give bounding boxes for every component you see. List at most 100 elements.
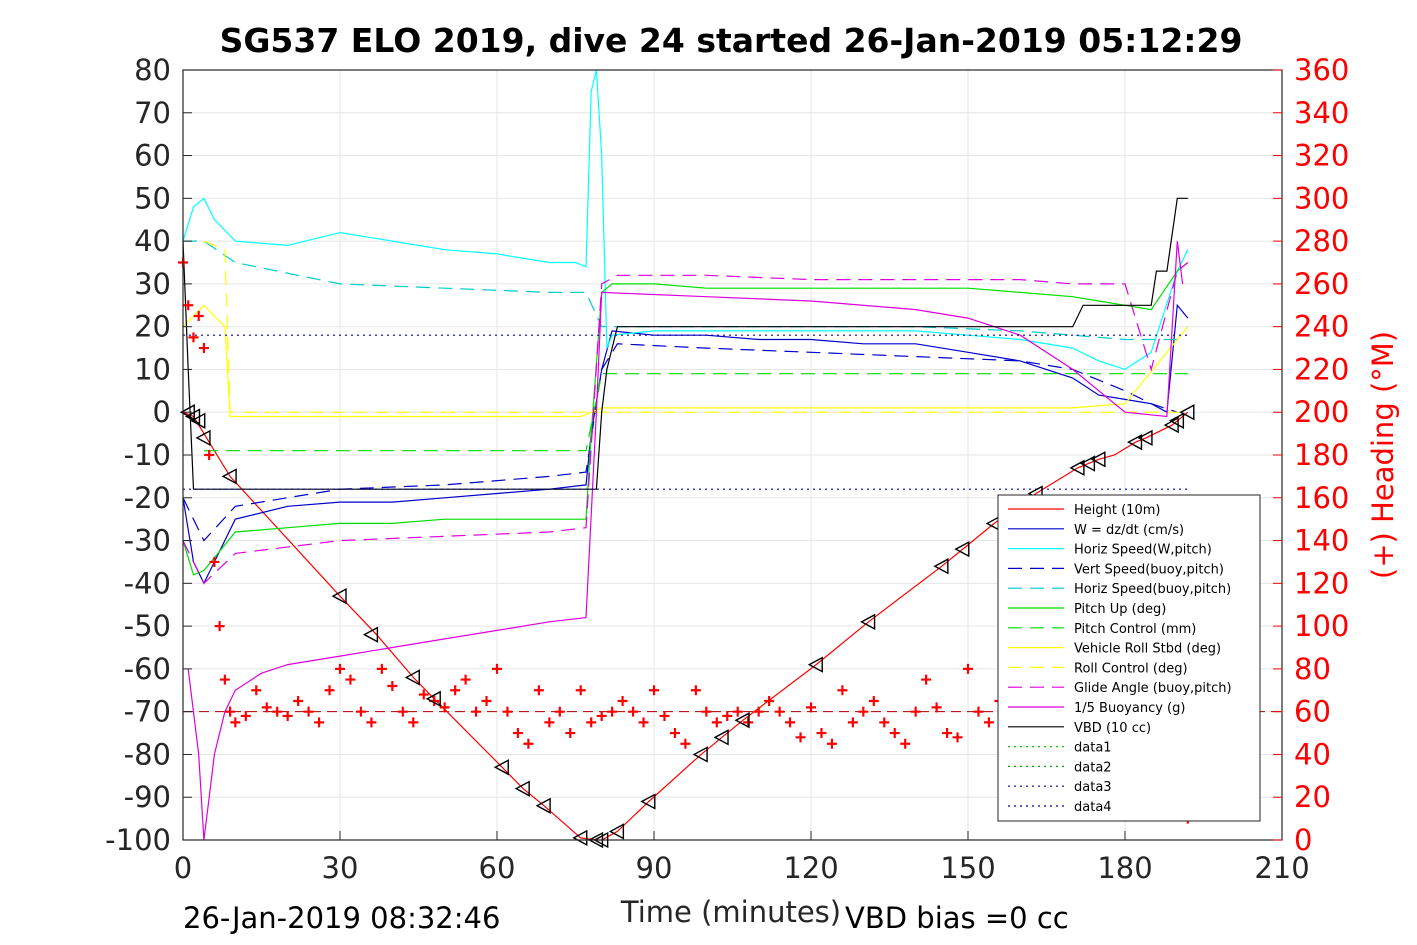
y-tick-label: 0: [153, 395, 171, 429]
heading-marker: [544, 717, 555, 728]
dive-marker: [362, 626, 379, 643]
heading-marker: [575, 685, 586, 696]
heading-marker: [418, 689, 429, 700]
dive-marker: [404, 669, 420, 686]
heading-marker: [806, 702, 816, 713]
series-line-10: [187, 241, 1184, 841]
heading-marker: [188, 332, 199, 343]
heading-marker: [847, 717, 858, 728]
dive-marker: [1090, 451, 1106, 468]
legend-entry: 1/5 Buoyancy (g): [1074, 701, 1185, 716]
y-right-tick-label: 60: [1294, 695, 1331, 729]
heading-marker: [512, 728, 523, 739]
heading-marker: [868, 695, 879, 706]
y-right-tick-label: 140: [1294, 524, 1349, 558]
heading-marker: [973, 706, 984, 717]
heading-marker: [335, 663, 345, 674]
dive-marker: [1069, 459, 1085, 477]
dive-marker: [954, 540, 970, 558]
heading-marker: [680, 738, 691, 749]
heading-marker: [214, 621, 225, 632]
y-right-tick-label: 220: [1294, 352, 1349, 386]
heading-marker: [931, 702, 942, 713]
dive-marker: [860, 613, 876, 631]
legend: Height (10m) W = dz/dt (cm/s) Horiz Speed(…: [997, 494, 1261, 822]
heading-marker: [837, 685, 848, 696]
series-line-3: [182, 343, 1178, 542]
y-axis-left: 80 70 60 50 40 30 20 10 0 -10 -20 -30 -40 -50 -60 -70 -8…: [105, 53, 192, 857]
heading-marker: [293, 695, 304, 706]
dive-marker: [1126, 433, 1143, 451]
y-axis-right: 3603403203002802602402202001801601401201…: [1273, 53, 1349, 857]
heading-marker: [554, 706, 565, 717]
heading-marker: [900, 738, 911, 749]
y-tick-label: 80: [134, 53, 171, 87]
heading-marker: [230, 717, 241, 728]
dive-marker: [195, 429, 211, 447]
heading-marker: [209, 556, 220, 567]
y-tick-label: 10: [134, 352, 171, 386]
heading-marker: [638, 717, 649, 728]
y-right-tick-label: 0: [1294, 823, 1312, 857]
legend-entry: Vert Speed(buoy,pitch): [1074, 562, 1224, 577]
dive-marker: [713, 729, 729, 746]
x-axis: 0 30 60 90 120 150 180 210: [174, 831, 1310, 885]
heading-marker: [649, 685, 659, 696]
y-tick-label: 60: [134, 139, 171, 173]
y-tick-label: -40: [124, 566, 171, 600]
legend-entry: Height (10m): [1074, 503, 1160, 518]
y-tick-label: -90: [124, 780, 171, 814]
y-tick-label: -80: [124, 737, 171, 771]
legend-entry: VBD (10 cc): [1074, 721, 1151, 736]
heading-marker: [345, 674, 356, 685]
x-tick-label: 90: [636, 851, 673, 885]
heading-marker: [324, 685, 335, 696]
heading-marker: [219, 674, 230, 685]
x-tick-label: 180: [1097, 851, 1152, 885]
footer-timestamp: 26-Jan-2019 08:32:46: [183, 901, 500, 935]
heading-marker: [502, 706, 513, 717]
dive-marker: [535, 797, 551, 814]
heading-marker: [617, 695, 628, 706]
y-tick-label: -70: [124, 695, 171, 729]
dive-marker: [190, 412, 206, 429]
heading-marker: [701, 706, 712, 717]
x-tick-label: 150: [940, 851, 995, 885]
heading-marker: [533, 685, 544, 696]
y-right-tick-label: 20: [1294, 780, 1331, 814]
y-right-tick-label: 80: [1294, 652, 1331, 686]
heading-marker: [659, 710, 670, 721]
dive-marker: [1179, 404, 1195, 421]
y-tick-label: -30: [124, 524, 171, 558]
y-tick-label: 30: [134, 267, 171, 301]
y-right-tick-label: 240: [1294, 310, 1349, 344]
y-tick-label: 50: [134, 181, 171, 215]
heading-marker: [193, 310, 204, 321]
dive-marker: [514, 780, 530, 797]
legend-entry: Vehicle Roll Stbd (deg): [1074, 642, 1221, 657]
heading-marker: [942, 728, 953, 739]
heading-marker: [204, 450, 215, 460]
dive-marker: [933, 558, 949, 575]
heading-marker: [251, 685, 262, 696]
heading-marker: [879, 717, 890, 728]
heading-marker: [983, 717, 994, 728]
heading-marker: [722, 710, 733, 721]
legend-entry: W = dz/dt (cm/s): [1074, 523, 1184, 538]
x-axis-label: Time (minutes): [620, 895, 841, 929]
heading-marker: [303, 706, 314, 717]
legend-entry: Pitch Control (mm): [1074, 622, 1196, 637]
legend-entry: Glide Angle (buoy,pitch): [1074, 681, 1232, 696]
legend-entry: Roll Control (deg): [1074, 661, 1188, 676]
x-tick-label: 120: [783, 851, 838, 885]
x-tick-label: 210: [1254, 851, 1309, 885]
y-tick-label: -60: [124, 652, 171, 686]
heading-marker: [952, 732, 963, 743]
y-tick-label: -100: [105, 823, 171, 857]
heading-marker: [690, 685, 701, 696]
legend-entry: data2: [1074, 760, 1112, 775]
heading-marker: [481, 695, 492, 706]
heading-marker: [523, 738, 534, 749]
heading-marker: [314, 717, 325, 728]
